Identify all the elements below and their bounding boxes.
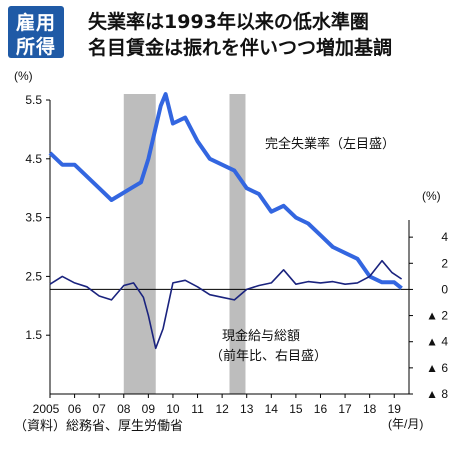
tick-labels: 1.5 2.5 3.5 4.5 5.5 4 2 0 ▲ 2 ▲ 4 ▲ 6 ▲ 8 2005 06 07 08… <box>25 93 448 416</box>
category-badge: 雇用 所得 <box>8 6 64 58</box>
badge-line-1: 雇用 <box>15 12 56 34</box>
x-axis-unit: (年/月) <box>388 417 423 431</box>
x-tick-label: 13 <box>240 402 254 416</box>
x-tick-label: 06 <box>68 402 82 416</box>
left-tick-label: 1.5 <box>25 328 42 342</box>
x-tick-label: 08 <box>117 402 131 416</box>
x-tick-label: 10 <box>166 402 180 416</box>
x-tick-label: 15 <box>289 402 303 416</box>
left-tick-label: 4.5 <box>25 152 42 166</box>
wages-line <box>49 259 403 350</box>
x-tick-label: 07 <box>92 402 106 416</box>
x-tick-label: 11 <box>191 402 204 416</box>
left-tick-label: 5.5 <box>25 93 42 107</box>
x-tick-label: 12 <box>215 402 229 416</box>
shaded-period-1 <box>123 94 156 394</box>
right-tick-label: ▲ 4 <box>426 335 448 349</box>
x-tick-label: 16 <box>314 402 328 416</box>
left-axis-unit: (%) <box>14 69 33 83</box>
right-tick-label: 2 <box>441 256 448 270</box>
series <box>48 92 403 350</box>
source-note: （資料）総務省、厚生労働省 <box>14 419 184 434</box>
x-tick-label: 19 <box>388 402 402 416</box>
right-tick-label: ▲ 2 <box>426 309 448 323</box>
x-tick-label: 2005 <box>33 402 60 416</box>
chart-title-line-2: 名目賃金は振れを伴いつつ増加基調 <box>88 37 393 59</box>
wages-series-label-line-1: 現金給与総額 <box>222 328 300 344</box>
left-tick-label: 2.5 <box>25 269 42 283</box>
wages-series-label-line-2: （前年比、右目盛） <box>210 348 327 364</box>
unemployment-line <box>48 92 403 290</box>
left-tick-label: 3.5 <box>25 211 42 225</box>
x-tick-label: 09 <box>142 402 156 416</box>
right-tick-label: 0 <box>441 282 448 296</box>
chart-title-line-1: 失業率は1993年以来の低水準圏 <box>88 11 369 33</box>
right-tick-label: 4 <box>441 230 448 244</box>
right-axis-unit: (%) <box>422 189 441 203</box>
unemployment-series-label: 完全失業率（左目盛） <box>265 136 395 152</box>
right-tick-label: ▲ 8 <box>426 387 448 401</box>
axes <box>49 100 410 395</box>
badge-line-2: 所得 <box>15 36 56 58</box>
x-tick-label: 17 <box>338 402 352 416</box>
right-tick-label: ▲ 6 <box>426 361 448 375</box>
x-tick-label: 18 <box>363 402 377 416</box>
x-tick-label: 14 <box>265 402 279 416</box>
